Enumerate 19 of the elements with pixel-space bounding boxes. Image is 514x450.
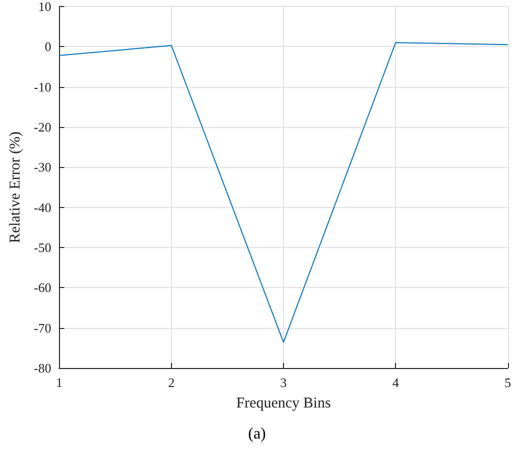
x-axis-title: Frequency Bins — [236, 396, 331, 412]
x-tick-label: 2 — [168, 375, 175, 390]
y-axis-title: Relative Error (%) — [8, 131, 24, 244]
y-tick-label: -10 — [34, 79, 52, 94]
y-tick-label: -30 — [34, 160, 52, 175]
x-tick-label: 4 — [392, 375, 400, 390]
line-series — [58, 42, 508, 343]
x-tick-label: 1 — [56, 375, 62, 390]
text: (a) — [248, 426, 266, 442]
y-tick-label: 0 — [44, 39, 52, 54]
y-tick-label: -40 — [34, 200, 52, 215]
y-tick-label: -80 — [34, 360, 52, 376]
x-tick-label: 3 — [280, 375, 287, 390]
y-tick-label: -60 — [34, 280, 52, 296]
y-tick-label: -20 — [34, 120, 52, 134]
y-tick-label: 10 — [38, 0, 52, 14]
y-tick-label: -50 — [34, 240, 52, 255]
y-tick-label: -70 — [34, 320, 52, 336]
x-tick-label: 5 — [504, 375, 511, 390]
